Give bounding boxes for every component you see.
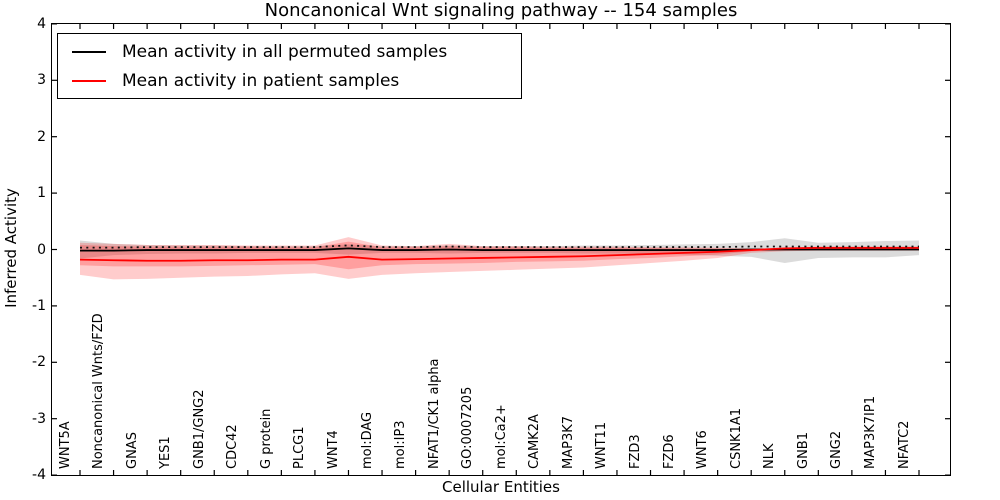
- x-axis-title: Cellular Entities: [442, 478, 560, 496]
- category-label: FZD6: [661, 434, 677, 469]
- y-tick-label: 1: [37, 185, 46, 202]
- category-label: mol:IP3: [393, 420, 409, 469]
- chart-title: Noncanonical Wnt signaling pathway -- 15…: [264, 0, 738, 21]
- legend-label-permuted: Mean activity in all permuted samples: [122, 41, 448, 62]
- legend-label-patient: Mean activity in patient samples: [122, 70, 400, 91]
- category-label: GO:0007205: [460, 386, 476, 469]
- category-label: PLCG1: [292, 426, 308, 469]
- patient-samples-range-inner-band: [79, 241, 919, 269]
- category-label: WNT5A: [57, 421, 73, 469]
- category-label: MAP3K7IP1: [862, 396, 878, 469]
- category-label: GNG2: [829, 430, 845, 469]
- patient-line-sample-icon: [72, 79, 106, 82]
- category-label: WNT6: [695, 430, 711, 469]
- y-tick-label: -2: [32, 354, 46, 371]
- category-label: NFATC2: [896, 420, 912, 469]
- category-label: YES1: [158, 436, 174, 469]
- category-label: FZD3: [628, 434, 644, 469]
- permuted-dash-markers: [79, 243, 919, 249]
- y-tick-label: -4: [32, 467, 46, 484]
- category-label: mol:DAG: [359, 411, 375, 469]
- category-label: CDC42: [225, 424, 241, 469]
- category-label: NFAT1/CK1 alpha: [426, 358, 442, 469]
- y-tick-label: -3: [32, 410, 46, 427]
- category-label: GNB1: [795, 432, 811, 469]
- category-label: GNB1/GNG2: [191, 389, 207, 469]
- category-label: Noncanonical Wnts/FZD: [91, 313, 107, 469]
- y-tick-label: 2: [37, 128, 46, 145]
- series-line: [79, 246, 919, 262]
- permuted-line-sample-icon: [72, 50, 106, 53]
- category-label: GNAS: [124, 432, 140, 469]
- plot-canvas: [51, 23, 950, 475]
- legend: Mean activity in all permuted samples Me…: [57, 33, 522, 99]
- y-tick-label: 0: [37, 241, 46, 258]
- category-label: G protein: [258, 408, 274, 469]
- category-label: WNT4: [325, 430, 341, 469]
- y-tick-label: -1: [32, 297, 46, 314]
- category-label: mol:Ca2+: [493, 404, 509, 469]
- category-label: CSNK1A1: [728, 407, 744, 469]
- category-label: NLK: [762, 443, 778, 470]
- category-label: WNT11: [594, 421, 610, 469]
- category-label: CAMK2A: [527, 414, 543, 469]
- category-label: MAP3K7: [560, 415, 576, 469]
- y-tick-label: 3: [37, 72, 46, 89]
- y-tick-label: 4: [37, 15, 46, 32]
- legend-item-permuted: Mean activity in all permuted samples: [58, 37, 521, 66]
- legend-item-patient: Mean activity in patient samples: [58, 66, 521, 95]
